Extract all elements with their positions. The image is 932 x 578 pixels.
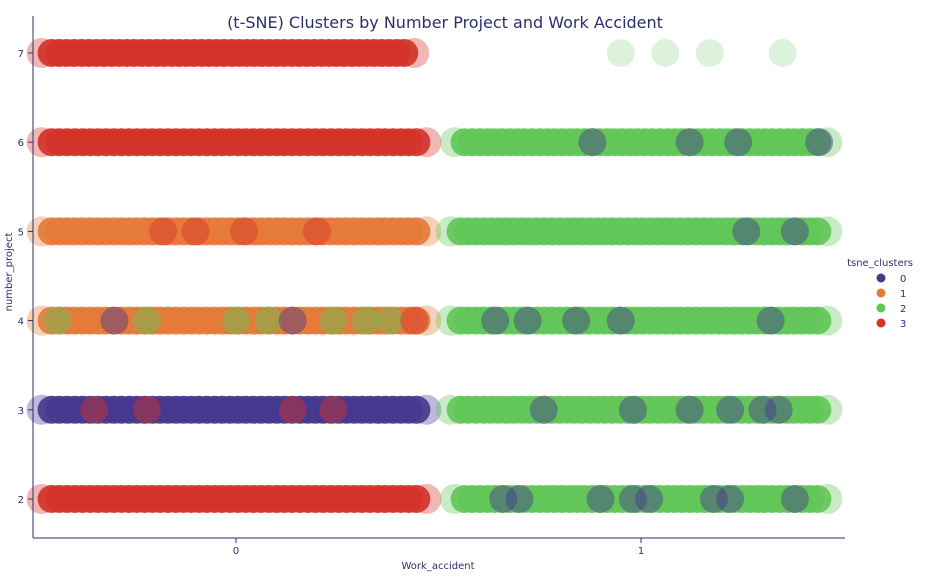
- scatter-point: [606, 306, 635, 335]
- scatter-point: [529, 395, 558, 424]
- scatter-point: [803, 217, 832, 246]
- cluster-band-1-2: [439, 484, 843, 514]
- y-tick-label: 5: [18, 227, 24, 238]
- scatter-point: [80, 395, 109, 424]
- cluster-band-0-3: [26, 394, 442, 425]
- scatter-point: [606, 39, 635, 67]
- scatter-point: [505, 485, 534, 513]
- scatter-point: [100, 306, 129, 335]
- scatter-point: [303, 217, 331, 246]
- scatter-point: [390, 39, 419, 67]
- scatter-point: [780, 485, 809, 513]
- scatter-point: [400, 306, 429, 335]
- scatter-point: [254, 306, 283, 335]
- scatter-point: [132, 306, 161, 335]
- legend-marker-1: [876, 288, 886, 298]
- scatter-point: [402, 395, 431, 424]
- scatter-point: [764, 395, 793, 424]
- scatter-point: [375, 306, 404, 335]
- scatter-point: [748, 395, 777, 424]
- cluster-band-1-7: [606, 39, 797, 67]
- scatter-point: [278, 306, 307, 335]
- y-tick-label: 6: [18, 138, 24, 149]
- scatter-point: [513, 306, 542, 335]
- scatter-point: [402, 128, 431, 157]
- legend-label-3: 3: [900, 319, 906, 330]
- cluster-band-0-7: [26, 38, 430, 68]
- scatter-point: [489, 485, 518, 513]
- scatter-point: [780, 217, 809, 246]
- scatter-point: [675, 395, 704, 424]
- scatter-point: [756, 306, 785, 335]
- legend-label-0: 0: [900, 274, 906, 285]
- cluster-band-1-3: [435, 394, 843, 425]
- x-tick-label: 1: [638, 546, 644, 557]
- y-tick-label: 7: [18, 49, 24, 60]
- scatter-point: [724, 128, 753, 157]
- y-tick-label: 3: [18, 406, 24, 417]
- cluster-band-0-6: [26, 127, 442, 158]
- scatter-point: [562, 306, 591, 335]
- chart-title: (t-SNE) Clusters by Number Project and W…: [227, 13, 663, 32]
- scatter-point: [716, 395, 745, 424]
- legend-marker-0: [876, 273, 886, 283]
- scatter-point: [132, 395, 161, 424]
- scatter-point: [149, 217, 178, 246]
- scatter-point: [319, 395, 348, 424]
- scatter-point: [586, 485, 615, 513]
- scatter-point: [803, 128, 832, 157]
- x-axis-label: Work_accident: [402, 561, 475, 572]
- scatter-point: [695, 39, 724, 67]
- scatter-point: [402, 306, 431, 335]
- y-axis-label: number_project: [4, 233, 15, 312]
- cluster-band-1-4: [435, 305, 843, 336]
- scatter-point: [481, 306, 510, 335]
- legend-marker-2: [876, 303, 886, 313]
- cluster-band-0-2: [26, 484, 442, 514]
- scatter-point: [351, 306, 380, 335]
- scatter-point: [230, 217, 259, 246]
- legend-label-1: 1: [900, 289, 906, 300]
- scatter-point: [618, 485, 647, 513]
- scatter-point: [651, 39, 680, 67]
- scatter-point: [803, 306, 832, 335]
- cluster-band-1-5: [435, 216, 843, 247]
- legend-title: tsne_clusters: [847, 258, 913, 269]
- scatter-point: [803, 395, 832, 424]
- scatter-point: [402, 217, 431, 246]
- scatter-point: [805, 128, 834, 157]
- legend-marker-3: [876, 318, 886, 328]
- scatter-point: [732, 217, 761, 246]
- legend-label-2: 2: [900, 304, 906, 315]
- scatter-point: [402, 485, 431, 513]
- y-axis-ticks: 2 3 4 5 6 7: [18, 49, 33, 506]
- scatter-point: [635, 485, 664, 513]
- cluster-band-0-5: [26, 216, 442, 247]
- plot-area: [26, 38, 843, 514]
- scatter-point: [278, 395, 307, 424]
- x-tick-label: 0: [233, 546, 239, 557]
- cluster-band-1-6: [439, 127, 843, 158]
- scatter-point: [578, 128, 607, 157]
- scatter-point: [803, 485, 832, 513]
- scatter-point: [716, 485, 745, 513]
- cluster-band-0-4: [26, 305, 442, 336]
- scatter-point: [43, 306, 72, 335]
- scatter-point: [618, 395, 647, 424]
- legend: tsne_clusters 0 1 2 3: [847, 258, 913, 330]
- scatter-point: [181, 217, 210, 246]
- scatter-point: [699, 485, 728, 513]
- scatter-point: [222, 306, 250, 335]
- y-tick-label: 4: [18, 317, 24, 328]
- scatter-point: [768, 39, 797, 67]
- scatter-point: [319, 306, 348, 335]
- scatter-point: [675, 128, 704, 157]
- y-tick-label: 2: [18, 495, 24, 506]
